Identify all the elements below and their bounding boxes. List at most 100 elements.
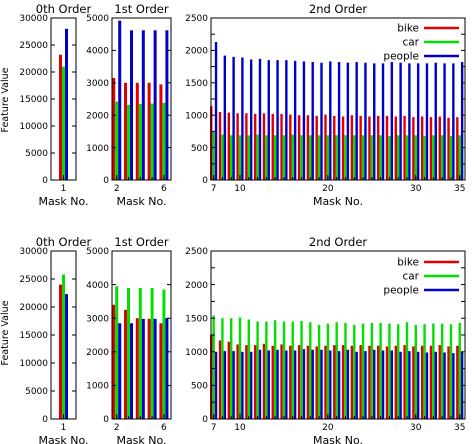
y-tick-label: 2500 [185,14,208,24]
x-axis-label: Mask No. [313,195,363,208]
bar-bike-mask-25 [368,116,371,180]
bar-bike-mask-32 [429,345,433,419]
bar-car-mask-28 [397,324,400,419]
bar-bike-mask-8 [218,111,222,180]
x-tick-label: 35 [454,184,465,194]
bar-people-mask-1 [65,294,68,419]
bar-bike-mask-25 [368,345,371,419]
bar-car-mask-1 [62,66,65,180]
y-tick-label: 1000 [185,111,208,121]
bar-people-mask-14 [276,60,279,181]
x-tick-label: 6 [161,423,167,433]
y-tick-label: 25000 [19,275,48,285]
bar-people-mask-13 [267,350,270,419]
bar-people-mask-11 [249,351,253,419]
bar-car-mask-33 [440,323,444,419]
bar-bike-mask-33 [438,345,441,419]
x-axis-label: Mask No. [38,195,88,208]
y-tick-label: 2000 [86,348,109,358]
y-tick-label: 5000 [86,14,109,24]
bar-car-mask-24 [361,135,365,180]
bar-bike-mask-22 [341,345,345,419]
bar-bike-mask-9 [227,112,231,180]
bar-people-mask-7 [214,351,218,419]
bar-people-mask-20 [329,350,332,419]
bar-car-mask-25 [370,322,374,419]
bar-car-mask-13 [265,135,268,180]
legend-label-car: car [402,271,419,283]
bar-people-mask-9 [232,56,235,180]
bar-people-mask-8 [223,351,227,419]
bar-people-mask-26 [381,63,385,180]
y-tick-label: 5000 [86,247,109,257]
x-tick-label: 20 [322,423,334,433]
bar-car-mask-33 [440,135,444,180]
panel-title: 0th Order [36,2,92,16]
bar-bike-mask-9 [227,341,231,419]
bar-people-mask-3 [130,30,134,181]
bar-people-mask-19 [320,349,323,419]
panel-6: 0 500 1000 1500 2000 2500 7 10 20 30 35 2nd Order Ma… [185,235,466,444]
bar-car-mask-10 [238,317,242,419]
y-tick-label: 0 [202,415,208,425]
y-tick-label: 30000 [19,247,48,257]
bar-car-mask-18 [309,322,312,419]
bar-people-mask-32 [434,351,437,419]
bar-car-mask-5 [150,103,154,180]
bar-bike-mask-24 [359,345,362,419]
bar-car-mask-22 [344,135,347,180]
y-tick-label: 0 [42,415,48,425]
x-tick-label: 7 [211,423,217,433]
bar-car-mask-3 [127,287,131,419]
bar-car-mask-22 [344,322,347,419]
bar-car-mask-26 [379,135,382,180]
bar-bike-mask-12 [253,345,257,419]
bar-car-mask-20 [326,135,330,180]
bar-car-mask-32 [432,323,435,419]
bar-bike-mask-1 [59,284,62,419]
panel-title: 2nd Order [309,235,368,249]
bar-car-mask-24 [361,323,365,419]
bar-car-mask-19 [317,324,321,419]
bar-people-mask-11 [249,59,253,180]
bar-car-mask-8 [221,318,224,419]
y-tick-label: 3000 [86,79,109,89]
bar-car-mask-2 [115,101,119,180]
legend-label-car: car [402,37,419,49]
y-axis-label: Feature Value [0,300,11,365]
bar-car-mask-16 [291,321,294,419]
bar-car-mask-31 [423,135,426,180]
bar-car-mask-6 [162,102,166,180]
bar-people-mask-33 [443,352,446,419]
bar-people-mask-16 [293,60,297,180]
bar-people-mask-18 [311,62,314,181]
bar-car-mask-1 [62,274,65,419]
bar-people-mask-7 [214,41,218,181]
bar-bike-mask-16 [289,114,292,180]
bar-car-mask-15 [282,135,286,180]
x-axis-label: Mask No. [116,434,166,444]
bar-bike-mask-31 [420,116,424,180]
bar-people-mask-22 [346,349,350,419]
panel-title: 2nd Order [309,2,368,16]
bar-car-mask-8 [221,134,224,180]
x-tick-label: 30 [410,184,422,194]
x-tick-label: 10 [234,423,246,433]
bar-bike-mask-4 [135,82,139,180]
x-tick-label: 35 [454,423,465,433]
bar-car-mask-26 [379,322,382,419]
legend-label-people: people [383,285,419,297]
bar-car-mask-9 [230,135,233,180]
bar-car-mask-4 [138,103,142,180]
bar-bike-mask-35 [456,345,459,419]
bar-bike-mask-6 [159,323,163,419]
bar-people-mask-31 [425,63,429,180]
y-tick-label: 2000 [185,47,208,57]
bar-people-mask-34 [452,63,455,180]
bar-car-mask-29 [405,322,409,419]
x-tick-label: 7 [211,184,217,194]
bar-people-mask-17 [302,349,306,419]
bar-bike-mask-13 [262,343,266,419]
bar-people-mask-6 [165,318,169,419]
